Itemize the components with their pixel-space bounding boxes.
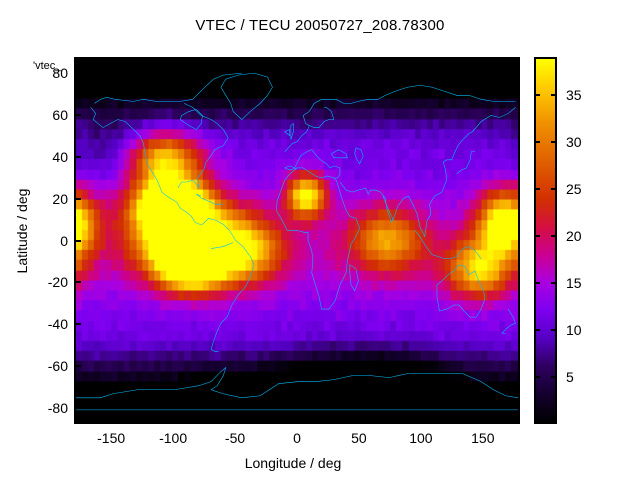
- x-tick-mark: [110, 417, 113, 424]
- y-tick-label: -80: [47, 400, 68, 417]
- y-tick-label: -40: [47, 316, 68, 333]
- colorbar-tick-mark: [551, 375, 557, 378]
- x-tick-mark: [234, 417, 237, 424]
- x-tick-label: 100: [409, 430, 433, 446]
- colorbar-tick-mark: [551, 140, 557, 143]
- y-tick-label: 40: [52, 148, 68, 165]
- y-axis-label: Latitude / deg: [14, 188, 30, 274]
- colorbar-tick-mark: [534, 93, 540, 96]
- x-tick-mark: [296, 417, 298, 424]
- x-tick-mark: [357, 417, 360, 424]
- x-tick-label: 0: [293, 430, 301, 446]
- colorbar-tick-mark: [551, 281, 557, 284]
- y-tick-mark: [74, 365, 81, 368]
- x-tick-label: -100: [159, 430, 188, 446]
- coastline-overlay: [76, 59, 518, 422]
- colorbar-tick-label: 15: [566, 274, 582, 291]
- x-axis-label: Longitude / deg: [244, 455, 342, 471]
- y-tick-mark: [74, 239, 81, 242]
- y-tick-label: 60: [52, 106, 68, 123]
- colorbar: [534, 57, 557, 424]
- x-tick-mark: [419, 417, 422, 424]
- colorbar-tick-label: 10: [566, 321, 582, 338]
- y-tick-label: 0: [60, 232, 68, 249]
- x-tick-label: 50: [351, 430, 367, 446]
- colorbar-tick-mark: [551, 187, 557, 190]
- y-axis-ticks: 80 60 40 20 0 -20 -40 -60 -80: [28, 0, 68, 480]
- y-tick-label: -60: [47, 358, 68, 375]
- colorbar-tick-mark: [551, 93, 557, 96]
- y-tick-mark: [74, 281, 81, 284]
- colorbar-tick-mark: [534, 234, 540, 237]
- colorbar-tick-mark: [551, 234, 557, 237]
- y-tick-mark: [74, 197, 81, 200]
- y-tick-label: 20: [52, 190, 68, 207]
- x-tick-label: 150: [471, 430, 495, 446]
- x-tick-label: -50: [224, 430, 246, 446]
- vtec-heatmap-plot: [74, 57, 520, 424]
- colorbar-gradient: [536, 59, 555, 422]
- y-tick-mark: [74, 113, 81, 116]
- x-axis-ticks: -150 -100 -50 0 50 100 150: [0, 430, 640, 452]
- y-tick-label: 80: [52, 64, 68, 81]
- x-tick-label: -150: [97, 430, 126, 446]
- colorbar-tick-mark: [534, 187, 540, 190]
- y-tick-label: -20: [47, 274, 68, 291]
- colorbar-tick-label: 25: [566, 180, 582, 197]
- x-tick-mark: [172, 417, 175, 424]
- colorbar-tick-label: 35: [566, 86, 582, 103]
- plot-key-label: 'vtec_: [33, 60, 62, 72]
- chart-title: VTEC / TECU 20050727_208.78300: [195, 17, 445, 34]
- colorbar-tick-label: 20: [566, 227, 582, 244]
- y-tick-mark: [74, 71, 81, 74]
- y-tick-mark: [74, 155, 81, 158]
- heatmap-layer: [76, 59, 518, 422]
- colorbar-tick-label: 30: [566, 133, 582, 150]
- y-tick-mark: [74, 407, 81, 410]
- colorbar-tick-label: 5: [566, 368, 574, 385]
- colorbar-tick-mark: [534, 375, 540, 378]
- x-tick-mark: [481, 417, 484, 424]
- y-tick-mark: [74, 323, 81, 326]
- colorbar-tick-mark: [534, 328, 540, 331]
- colorbar-tick-mark: [534, 140, 540, 143]
- colorbar-tick-mark: [534, 281, 540, 284]
- colorbar-tick-mark: [551, 328, 557, 331]
